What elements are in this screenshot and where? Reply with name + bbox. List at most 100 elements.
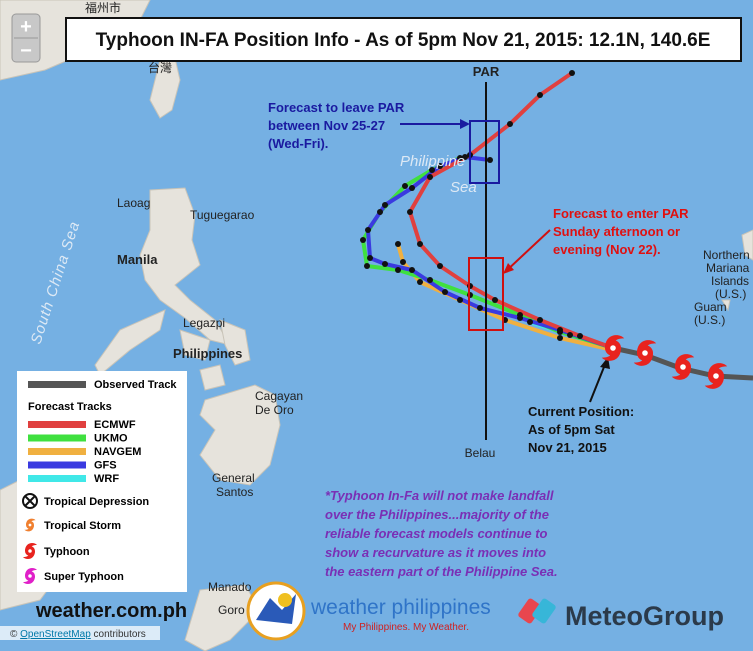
track-point — [427, 277, 433, 283]
track-point — [395, 241, 401, 247]
place: (U.S.) — [694, 313, 725, 327]
track-point — [517, 315, 523, 321]
track-point — [537, 317, 543, 323]
legend-label: Typhoon — [44, 546, 90, 558]
enter-par-box — [468, 257, 504, 331]
annotation-line: Forecast to leave PAR — [268, 100, 405, 115]
legend-swatch — [28, 461, 86, 469]
track-point — [400, 259, 406, 265]
track-point — [477, 305, 483, 311]
annotation-line: As of 5pm Sat — [528, 422, 615, 437]
place: Legazpi — [183, 316, 225, 330]
logo-shape — [518, 598, 542, 624]
sea-label: Philippine — [400, 153, 465, 170]
track-point — [377, 209, 383, 215]
track-point — [409, 267, 415, 273]
place: Mariana — [706, 261, 750, 275]
meteogroup-logo — [518, 598, 556, 624]
par-label: PAR — [473, 64, 500, 79]
legend-label: WRF — [94, 473, 119, 485]
legend-icon — [23, 567, 37, 585]
logo-shape — [532, 598, 556, 624]
logo-shape — [256, 594, 296, 624]
title-box — [65, 17, 742, 62]
place: Tuguegarao — [190, 208, 255, 222]
legend-icon — [24, 518, 36, 532]
track-point — [462, 154, 468, 160]
title: Typhoon IN-FA Position Info - As of 5pm … — [96, 30, 711, 51]
place: 福州市 — [85, 0, 121, 15]
track-point — [457, 297, 463, 303]
legend: Observed Track Forecast Tracks ECMWF UKMO… — [22, 379, 177, 585]
track-point — [457, 155, 463, 161]
track-point — [402, 183, 408, 189]
zoom-out[interactable]: − — [20, 40, 32, 62]
track-point — [527, 319, 533, 325]
attribution-text: contributors — [94, 629, 146, 640]
storm-eye — [713, 373, 719, 379]
leave-par-arrowhead — [460, 119, 470, 129]
place: Islands — [711, 274, 749, 288]
sea-label: Sea — [450, 179, 477, 196]
legend-label: Super Typhoon — [44, 571, 124, 583]
gfs-track — [366, 155, 614, 350]
annotation-line: Sunday afternoon or — [553, 224, 680, 239]
annotation-line: between Nov 25-27 — [268, 118, 385, 133]
attribution-bg — [0, 626, 160, 640]
attribution-link[interactable]: OpenStreetMap — [20, 629, 91, 640]
track-point — [360, 237, 366, 243]
partner-name: MeteoGroup — [565, 601, 724, 631]
legend-label: ECMWF — [94, 419, 136, 431]
current-arrow — [589, 361, 607, 403]
site-name: weather.com.ph — [35, 600, 187, 622]
legend-swatch — [28, 448, 86, 455]
place: De Oro — [255, 403, 294, 417]
storm-eye — [28, 574, 32, 578]
enter-par-annotation: Forecast to enter PAR Sunday afternoon o… — [553, 206, 689, 257]
attribution: © OpenStreetMap contributors — [10, 629, 146, 640]
track-point — [417, 279, 423, 285]
track-points — [360, 70, 583, 341]
legend-swatch — [28, 381, 86, 388]
track-point — [382, 261, 388, 267]
legend-icon — [23, 542, 37, 560]
legend-label: UKMO — [94, 433, 128, 445]
typhoon-symbols — [601, 335, 728, 389]
current-position-annotation: Current Position: As of 5pm Sat Nov 21, … — [528, 404, 634, 455]
annotation-line: Nov 21, 2015 — [528, 440, 607, 455]
track-point — [437, 163, 443, 169]
track-point — [567, 332, 573, 338]
track-point — [365, 227, 371, 233]
track-point — [492, 297, 498, 303]
legend-subtitle: Forecast Tracks — [28, 401, 112, 413]
legend-label: Observed Track — [94, 379, 177, 391]
track-point — [507, 121, 513, 127]
legend-label: Tropical Depression — [44, 496, 149, 508]
zoom-in[interactable]: + — [20, 16, 32, 38]
place: Guam — [694, 300, 727, 314]
storm-eye — [28, 523, 32, 527]
annotation-line: (Wed-Fri). — [268, 136, 328, 151]
legend-label: GFS — [94, 460, 117, 472]
track-point — [437, 263, 443, 269]
track-point — [537, 92, 543, 98]
legend-label: Tropical Storm — [44, 520, 121, 532]
tagline: My Philippines. My Weather. — [343, 622, 469, 633]
enter-par-arrowhead — [503, 263, 514, 274]
track-point — [557, 327, 563, 333]
weather-ph-logo — [246, 581, 306, 641]
legend-icon — [24, 495, 36, 507]
legend-swatch — [28, 434, 86, 442]
track-point — [417, 241, 423, 247]
place: Goro — [218, 603, 245, 617]
annotation-line: reliable forecast models continue to — [325, 526, 548, 541]
place: Philippines — [173, 346, 242, 361]
track-point — [577, 333, 583, 339]
attribution-symbol: © — [10, 629, 18, 640]
legend-swatch — [28, 475, 86, 482]
storm-eye — [28, 549, 32, 553]
belau-label: Belau — [465, 446, 496, 460]
place: Northern — [703, 248, 750, 262]
legend-icon — [22, 493, 38, 509]
